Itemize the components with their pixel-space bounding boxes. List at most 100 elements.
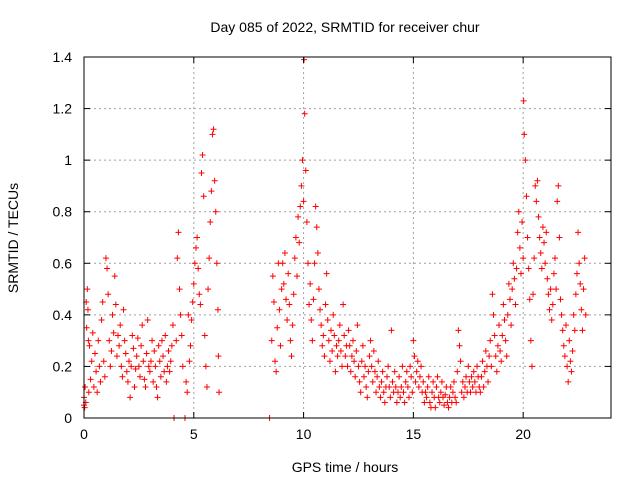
data-point: [314, 249, 321, 256]
data-point: [522, 157, 529, 164]
data-point: [96, 363, 103, 370]
x-tick-label: 15: [406, 426, 422, 442]
data-point: [117, 322, 124, 329]
data-point: [546, 306, 553, 313]
data-point: [203, 384, 210, 391]
data-point: [349, 337, 356, 344]
data-point: [505, 280, 512, 287]
data-point: [508, 322, 515, 329]
y-tick-label: 0.4: [53, 307, 73, 323]
data-point: [481, 368, 488, 375]
data-point: [99, 298, 106, 305]
data-point: [445, 404, 452, 411]
data-point: [315, 286, 322, 293]
data-point: [554, 198, 561, 205]
data-point: [469, 384, 476, 391]
data-point: [83, 324, 90, 331]
data-point: [437, 389, 444, 396]
data-point: [112, 301, 119, 308]
data-point: [190, 280, 197, 287]
data-point: [513, 265, 520, 272]
data-point: [285, 270, 292, 277]
data-point: [534, 177, 541, 184]
data-point: [370, 347, 377, 354]
data-point: [284, 317, 291, 324]
data-point: [395, 389, 402, 396]
data-point: [154, 394, 161, 401]
data-point: [308, 317, 315, 324]
data-point: [405, 394, 412, 401]
data-point: [309, 337, 316, 344]
data-point: [177, 311, 184, 318]
data-point: [162, 332, 169, 339]
y-tick-label: 1.2: [53, 101, 73, 117]
data-point: [407, 363, 414, 370]
data-point: [300, 198, 307, 205]
data-point: [478, 373, 485, 380]
data-point: [208, 188, 215, 195]
data-point: [537, 249, 544, 256]
data-point: [576, 260, 583, 267]
data-point: [497, 347, 504, 354]
data-point: [102, 255, 109, 262]
data-point: [87, 376, 94, 383]
data-point: [109, 311, 116, 318]
data-point: [335, 337, 342, 344]
data-point: [147, 358, 154, 365]
data-point: [354, 322, 361, 329]
data-point: [289, 322, 296, 329]
data-point: [336, 322, 343, 329]
data-point: [384, 373, 391, 380]
data-point: [386, 384, 393, 391]
data-point: [120, 306, 127, 313]
data-point: [564, 363, 571, 370]
data-point: [403, 368, 410, 375]
data-point: [488, 363, 495, 370]
data-point: [365, 368, 372, 375]
data-point: [485, 378, 492, 385]
data-point: [562, 322, 569, 329]
data-point: [311, 260, 318, 267]
data-point: [206, 255, 213, 262]
data-point: [115, 332, 122, 339]
data-point: [94, 389, 101, 396]
data-point: [277, 342, 284, 349]
data-point: [379, 368, 386, 375]
data-point: [110, 329, 117, 336]
data-point: [415, 384, 422, 391]
data-point: [524, 234, 531, 241]
data-point: [482, 347, 489, 354]
data-point: [438, 378, 445, 385]
data-point: [424, 384, 431, 391]
data-point: [565, 378, 572, 385]
data-point: [515, 208, 522, 215]
data-point: [547, 286, 554, 293]
data-point: [337, 347, 344, 354]
data-point: [209, 131, 216, 138]
data-point: [146, 368, 153, 375]
data-point: [381, 399, 388, 406]
data-point: [449, 389, 456, 396]
data-point: [489, 291, 496, 298]
data-point: [323, 270, 330, 277]
data-point: [195, 265, 202, 272]
data-point: [291, 255, 298, 262]
data-point: [122, 350, 129, 357]
data-point: [352, 373, 359, 380]
data-point: [325, 337, 332, 344]
data-point: [306, 301, 313, 308]
data-point: [502, 337, 509, 344]
y-tick-label: 1: [64, 152, 72, 168]
data-point: [333, 342, 340, 349]
data-points: [81, 56, 589, 421]
data-point: [480, 384, 487, 391]
data-point: [544, 275, 551, 282]
data-point: [268, 337, 275, 344]
chart-title: Day 085 of 2022, SRMTID for receiver chu…: [210, 19, 480, 35]
data-point: [492, 353, 499, 360]
data-point: [173, 337, 180, 344]
data-point: [101, 373, 108, 380]
data-point: [399, 363, 406, 370]
data-point: [140, 358, 147, 365]
